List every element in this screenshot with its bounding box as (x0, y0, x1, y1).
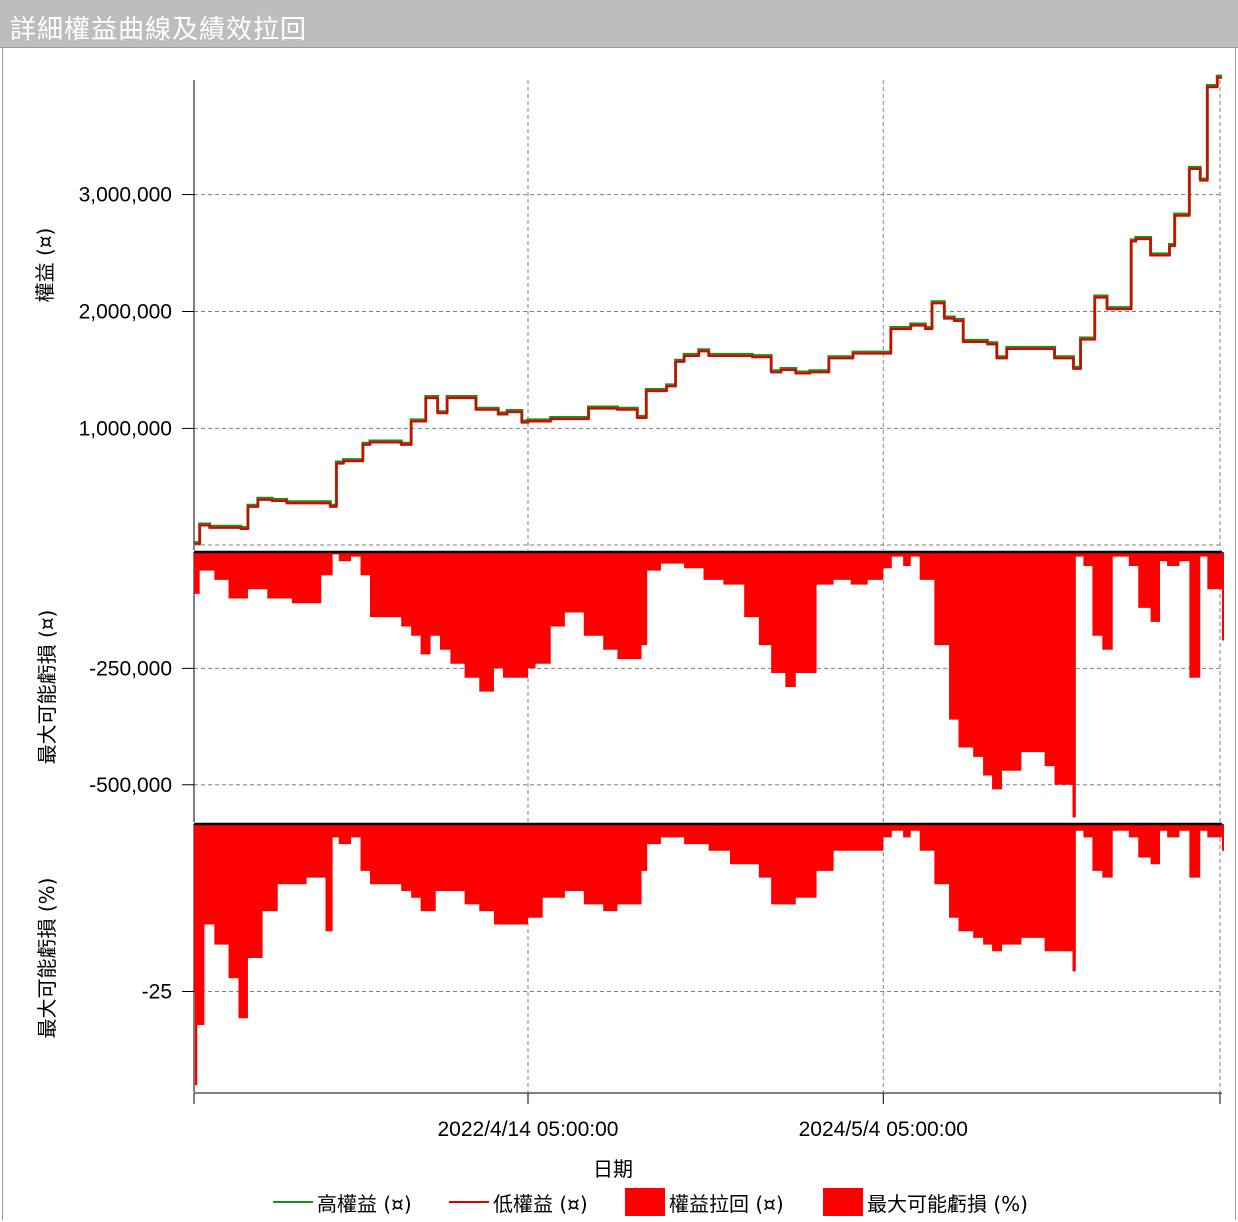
legend-swatch-max-loss-percent (823, 1188, 863, 1216)
window-header: 詳細權益曲線及績效拉回 (0, 0, 1238, 48)
max-loss-percent-area (194, 824, 1224, 1086)
low-equity-line (194, 76, 1222, 546)
legend-swatch-high-equity (273, 1201, 313, 1203)
legend-swatch-equity-drawdown (625, 1188, 665, 1216)
y-tick-label: -250,000 (89, 657, 172, 680)
legend-item-low-equity: 低權益 (¤) (449, 1184, 588, 1220)
legend-label-low-equity: 低權益 (¤) (493, 1191, 588, 1216)
legend-item-high-equity: 高權益 (¤) (273, 1184, 412, 1220)
y-tick-label: 2,000,000 (79, 300, 172, 323)
legend: 高權益 (¤) 低權益 (¤) 權益拉回 (¤) 最大可能虧損 (%) (0, 1184, 1238, 1220)
window-title: 詳細權益曲線及績效拉回 (10, 15, 308, 45)
y-axis-title: 最大可能虧損 (¤) (35, 610, 59, 765)
x-tick-label: 2024/5/4 05:00:00 (799, 1118, 968, 1141)
chart-frame (2, 48, 1236, 1220)
legend-item-equity-drawdown: 權益拉回 (¤) (625, 1184, 784, 1220)
equity-drawdown-area (194, 552, 1224, 818)
equity-drawdown-chart: 1,000,000 2,000,000 3,000,000 權益 (¤) -250,00… (33, 74, 1224, 1181)
y-axis-title: 權益 (¤) (33, 228, 57, 303)
legend-label-equity-drawdown: 權益拉回 (¤) (669, 1191, 784, 1216)
x-axis-title: 日期 (593, 1157, 633, 1181)
y-axis-title: 最大可能虧損 (%) (35, 878, 59, 1039)
y-tick-label: -25 (142, 981, 172, 1004)
y-tick-label: 1,000,000 (79, 417, 172, 440)
x-tick-label: 2022/4/14 05:00:00 (437, 1118, 618, 1141)
legend-label-max-loss-percent: 最大可能虧損 (%) (867, 1191, 1028, 1216)
y-tick-label: 3,000,000 (79, 184, 172, 207)
legend-item-max-loss-percent: 最大可能虧損 (%) (823, 1184, 1028, 1220)
legend-label-high-equity: 高權益 (¤) (317, 1191, 412, 1216)
legend-swatch-low-equity (449, 1201, 489, 1203)
y-tick-label: -500,000 (89, 774, 172, 797)
high-equity-line (194, 74, 1222, 545)
